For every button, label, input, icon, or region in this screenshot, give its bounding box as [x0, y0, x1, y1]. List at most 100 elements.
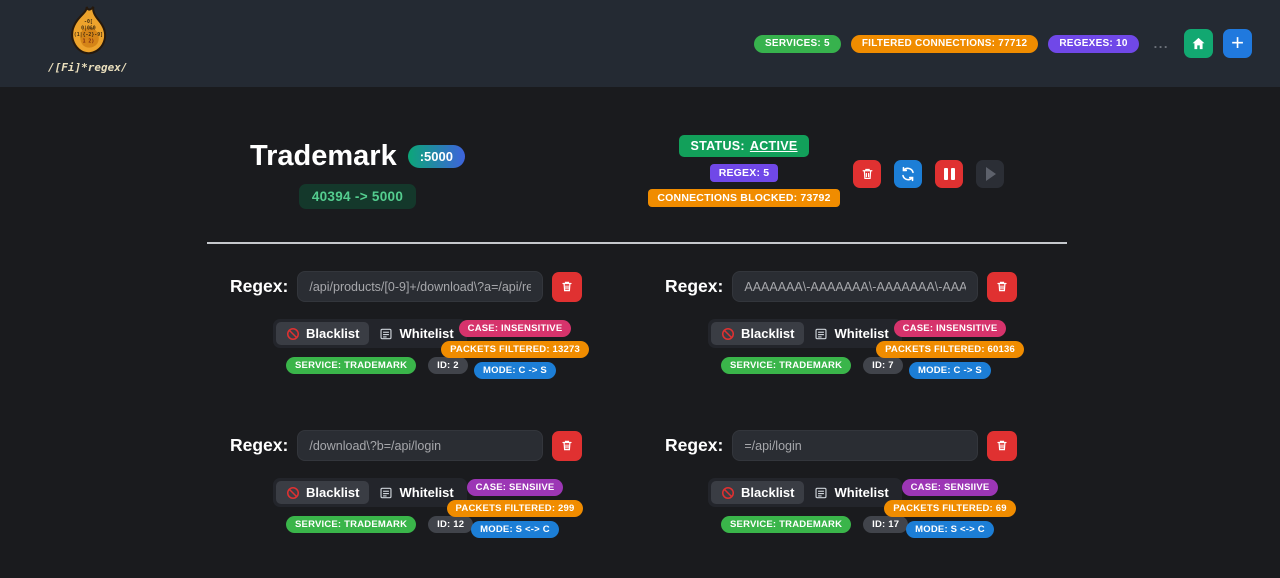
regex-id-badge: ID: 2 — [428, 357, 468, 374]
section-divider — [207, 242, 1067, 244]
blacklist-label: Blacklist — [741, 326, 795, 341]
list-mode-toggle: Blacklist Whitelist — [708, 478, 902, 507]
whitelist-toggle[interactable]: Whitelist — [804, 481, 898, 504]
logo-text-line: -0[ — [84, 19, 93, 25]
blacklist-toggle[interactable]: Blacklist — [711, 481, 805, 504]
overflow-menu-icon[interactable]: ... — [1153, 36, 1169, 51]
regex-input[interactable] — [297, 430, 544, 461]
pause-icon — [943, 168, 955, 180]
regex-card: Regex: Blacklist Whitelist — [230, 271, 589, 379]
service-badge: SERVICE: TRADEMARK — [286, 516, 417, 533]
port-badge: :5000 — [407, 145, 465, 168]
list-icon — [380, 328, 393, 339]
whitelist-label: Whitelist — [834, 485, 889, 500]
blacklist-toggle[interactable]: Blacklist — [276, 481, 370, 504]
mode-badge: MODE: S <-> C — [471, 521, 559, 538]
service-badge: SERVICE: TRADEMARK — [721, 516, 852, 533]
regex-label: Regex: — [665, 276, 724, 296]
start-service-button[interactable] — [976, 160, 1004, 188]
regex-card: Regex: Blacklist Whitelist — [665, 271, 1024, 379]
delete-regex-button[interactable] — [987, 271, 1018, 302]
case-badge: CASE: INSENSITIVE — [893, 320, 1007, 337]
ban-icon — [286, 486, 300, 499]
logo-caption: /[Fi]*regex/ — [48, 61, 128, 74]
service-header: Trademark :5000 40394 -> 5000 — [230, 140, 485, 209]
service-badge: SERVICE: TRADEMARK — [286, 357, 417, 374]
services-count-badge: SERVICES: 5 — [754, 34, 841, 53]
regex-id-badge: ID: 12 — [428, 516, 474, 533]
case-badge: CASE: SENSIIVE — [901, 479, 999, 496]
firegex-logo[interactable]: -0[ 0|0&0 (1|{-2}-9] 1 2) /[Fi]*regex/ — [48, 4, 128, 74]
regex-card: Regex: Blacklist Whitelist — [665, 430, 1020, 538]
list-icon — [815, 487, 828, 498]
navbar-right: SERVICES: 5 FILTERED CONNECTIONS: 77712 … — [754, 0, 1252, 87]
regex-input[interactable] — [732, 271, 979, 302]
packets-filtered-badge: PACKETS FILTERED: 13273 — [441, 341, 589, 358]
status-badge: STATUS: ACTIVE — [679, 135, 809, 157]
whitelist-toggle[interactable]: Whitelist — [369, 322, 463, 345]
whitelist-label: Whitelist — [399, 485, 454, 500]
whitelist-label: Whitelist — [399, 326, 454, 341]
ban-icon — [286, 327, 300, 340]
packets-filtered-badge: PACKETS FILTERED: 60136 — [876, 341, 1024, 358]
blacklist-label: Blacklist — [306, 485, 360, 500]
blacklist-toggle[interactable]: Blacklist — [711, 322, 805, 345]
status-label: STATUS: — [690, 139, 745, 153]
regex-card: Regex: Blacklist Whitelist — [230, 430, 585, 538]
blacklist-label: Blacklist — [741, 485, 795, 500]
restart-service-button[interactable] — [894, 160, 922, 188]
service-actions — [853, 160, 1004, 188]
regex-id-badge: ID: 17 — [863, 516, 909, 533]
flame-logo-icon: -0[ 0|0&0 (1|{-2}-9] 1 2) — [71, 6, 107, 55]
service-status-block: STATUS: ACTIVE REGEX: 5 CONNECTIONS BLOCK… — [648, 135, 840, 207]
delete-regex-button[interactable] — [987, 430, 1018, 461]
case-badge: CASE: SENSIIVE — [466, 479, 564, 496]
regex-label: Regex: — [230, 276, 289, 296]
case-badge: CASE: INSENSITIVE — [458, 320, 572, 337]
trash-icon — [997, 440, 1007, 451]
plus-icon: + — [1231, 29, 1244, 55]
whitelist-toggle[interactable]: Whitelist — [369, 481, 463, 504]
delete-service-button[interactable] — [853, 160, 881, 188]
delete-regex-button[interactable] — [552, 271, 583, 302]
regex-card-grid: Regex: Blacklist Whitelist — [230, 271, 1024, 538]
add-service-button[interactable]: + — [1223, 29, 1252, 58]
whitelist-label: Whitelist — [834, 326, 889, 341]
regexes-count-badge: REGEXES: 10 — [1048, 34, 1139, 53]
logo-text-line: (1|{-2}-9] — [74, 32, 103, 38]
packets-filtered-badge: PACKETS FILTERED: 69 — [884, 500, 1016, 517]
whitelist-toggle[interactable]: Whitelist — [804, 322, 898, 345]
list-icon — [380, 487, 393, 498]
logo-text-line: 1 2) — [83, 39, 95, 45]
regex-id-badge: ID: 7 — [863, 357, 903, 374]
trash-icon — [562, 440, 572, 451]
list-mode-toggle: Blacklist Whitelist — [708, 319, 902, 348]
refresh-icon — [902, 166, 914, 182]
status-value: ACTIVE — [749, 139, 798, 153]
trash-icon — [562, 281, 572, 292]
filtered-connections-badge: FILTERED CONNECTIONS: 77712 — [850, 34, 1039, 53]
mode-badge: MODE: S <-> C — [906, 521, 994, 538]
mode-badge: MODE: C -> S — [474, 362, 556, 379]
home-button[interactable] — [1184, 29, 1213, 58]
service-badge: SERVICE: TRADEMARK — [721, 357, 852, 374]
navbar: -0[ 0|0&0 (1|{-2}-9] 1 2) /[Fi]*regex/ S… — [0, 0, 1280, 87]
service-name: Trademark — [250, 140, 397, 172]
play-icon — [986, 167, 996, 181]
list-mode-toggle: Blacklist Whitelist — [273, 319, 467, 348]
regex-input[interactable] — [732, 430, 979, 461]
pause-service-button[interactable] — [935, 160, 963, 188]
blacklist-label: Blacklist — [306, 326, 360, 341]
regex-label: Regex: — [230, 435, 289, 455]
logo-text-line: 0|0&0 — [81, 26, 96, 32]
trash-icon — [862, 168, 872, 180]
list-icon — [815, 328, 828, 339]
list-mode-toggle: Blacklist Whitelist — [273, 478, 467, 507]
delete-regex-button[interactable] — [552, 430, 583, 461]
home-icon — [1192, 37, 1205, 50]
packets-filtered-badge: PACKETS FILTERED: 299 — [446, 500, 584, 517]
blacklist-toggle[interactable]: Blacklist — [276, 322, 370, 345]
regex-input[interactable] — [297, 271, 544, 302]
connections-blocked-badge: CONNECTIONS BLOCKED: 73792 — [648, 189, 840, 207]
ban-icon — [721, 486, 735, 499]
